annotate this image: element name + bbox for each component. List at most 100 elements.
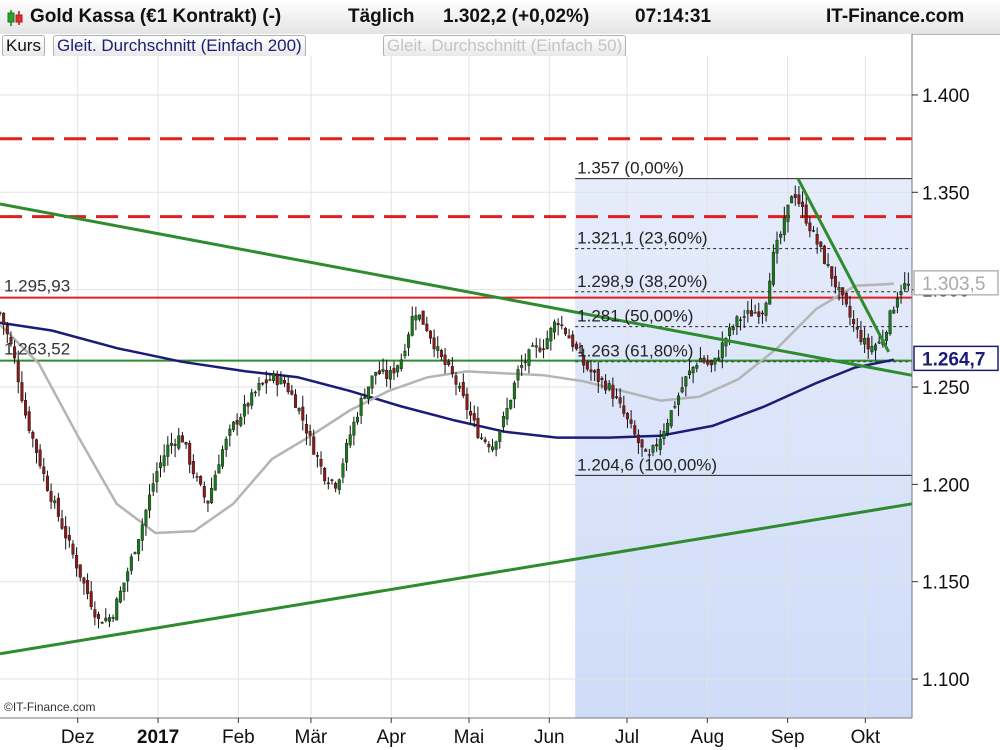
candle-up (669, 410, 673, 427)
candle-down (749, 310, 753, 317)
candle-up (210, 487, 214, 504)
candle-up (731, 326, 735, 331)
x-tick-label: Mär (295, 727, 328, 748)
candle-up (148, 494, 152, 511)
candle-down (199, 476, 203, 485)
candle-up (403, 350, 407, 357)
candle-down (844, 293, 848, 305)
candle-up (341, 463, 345, 478)
candle-up (118, 590, 122, 603)
candle-down (563, 328, 567, 335)
x-tick-label: Dez (61, 727, 95, 748)
candle-down (312, 436, 316, 455)
fib-level-label: 1.263 (61,80%) (577, 342, 693, 361)
candle-down (487, 444, 491, 448)
candle-down (578, 352, 582, 354)
candle-up (107, 617, 111, 622)
candle-up (870, 346, 874, 353)
candle-up (498, 430, 502, 442)
candle-down (859, 330, 863, 342)
candle-down (709, 360, 713, 366)
candle-down (567, 335, 571, 339)
brand-label: IT-Finance.com (826, 6, 965, 27)
candle-up (169, 442, 173, 446)
candle-up (356, 416, 360, 423)
x-tick-label: 2017 (137, 727, 179, 748)
fib-level-label: 1.357 (0,00%) (577, 159, 684, 178)
candle-down (640, 439, 644, 448)
candle-up (272, 373, 276, 381)
candle-down (49, 491, 53, 502)
candle-up (345, 442, 349, 463)
candle-down (615, 396, 619, 398)
candle-down (392, 367, 396, 374)
candle-down (618, 397, 622, 404)
candle-down (421, 310, 425, 325)
candle-down (450, 366, 454, 374)
candle-up (884, 331, 888, 341)
candle-down (31, 431, 35, 439)
candle-up (410, 316, 414, 336)
candle-up (534, 345, 538, 348)
candle-down (9, 336, 13, 345)
candle-up (166, 444, 170, 457)
candle-down (636, 434, 640, 444)
candle-down (476, 417, 480, 438)
y-tick-label: 1.100 (922, 670, 970, 691)
candle-down (20, 382, 24, 401)
candle-up (531, 345, 535, 347)
candle-up (253, 391, 257, 394)
candle-up (407, 334, 411, 348)
legend-ma200[interactable]: Gleit. Durchschnitt (Einfach 200) (53, 35, 306, 57)
candle-up (268, 379, 272, 381)
candle-up (53, 500, 57, 504)
candle-down (78, 564, 82, 578)
candle-down (472, 413, 476, 421)
x-tick-label: Mai (454, 727, 485, 748)
candle-down (815, 234, 819, 245)
time-readout: 07:14:31 (635, 6, 712, 27)
candle-up (899, 291, 903, 296)
candle-down (385, 369, 389, 379)
candle-down (439, 350, 443, 358)
candle-down (56, 497, 60, 517)
candle-up (501, 416, 505, 428)
candle-up (903, 283, 907, 290)
candle-down (465, 393, 469, 410)
candle-down (5, 325, 9, 335)
candle-up (359, 397, 363, 416)
candle-up (527, 349, 531, 366)
candle-up (516, 369, 520, 381)
candle-up (261, 382, 265, 385)
candle-up (388, 370, 392, 380)
candlestick-icon (7, 10, 23, 26)
candle-up (414, 315, 418, 321)
candle-down (855, 326, 859, 330)
candle-up (151, 483, 155, 492)
candle-up (677, 395, 681, 405)
candle-down (582, 355, 586, 366)
candle-down (334, 482, 338, 489)
candle-down (191, 461, 195, 475)
trendline (0, 202, 913, 377)
candle-down (173, 443, 177, 446)
candle-up (742, 316, 746, 318)
candle-down (611, 384, 615, 399)
candle-up (906, 283, 910, 286)
candle-up (779, 234, 783, 238)
x-axis-panel (0, 718, 1000, 750)
candle-down (283, 380, 287, 384)
candle-up (104, 617, 108, 622)
trendline (0, 502, 913, 656)
candle-up (381, 369, 385, 372)
candle-up (812, 230, 816, 232)
y-tick-label: 1.400 (922, 86, 970, 107)
candle-down (286, 382, 290, 393)
candle-up (370, 375, 374, 389)
candle-down (93, 609, 97, 618)
candle-down (308, 431, 312, 436)
candle-up (159, 462, 163, 468)
candle-up (144, 509, 148, 526)
candle-down (290, 390, 294, 395)
